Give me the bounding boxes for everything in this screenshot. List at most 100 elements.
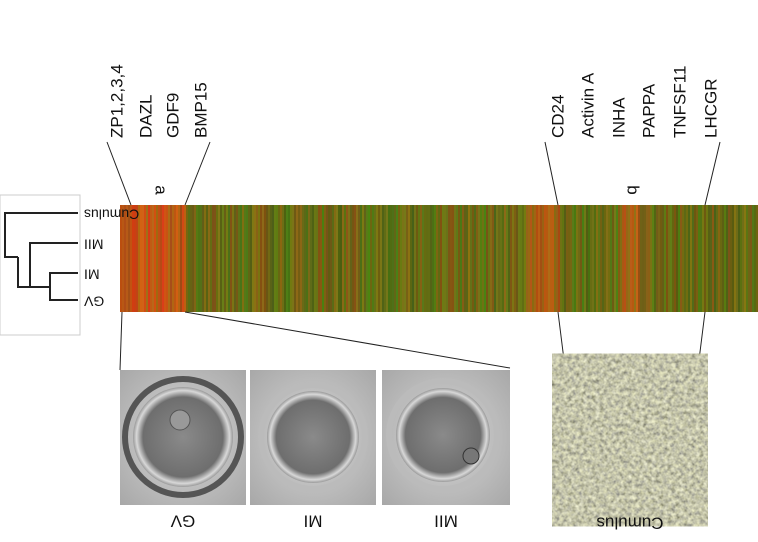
heatmap-stripe [150, 205, 153, 312]
heatmap-stripe [124, 205, 127, 312]
heatmap-stripe [198, 205, 201, 312]
heatmap-stripe [330, 205, 333, 312]
heatmap-stripe [710, 205, 713, 312]
heatmap-stripe [558, 205, 561, 312]
heatmap-stripe [162, 205, 165, 312]
heatmap-stripe [432, 205, 435, 312]
heatmap-stripe [526, 205, 529, 312]
heatmap-stripe [546, 205, 549, 312]
heatmap-stripe [340, 205, 343, 312]
heatmap-stripe [518, 205, 521, 312]
heatmap-stripe [660, 205, 663, 312]
heatmap-stripe [286, 205, 289, 312]
mii-zona [386, 378, 500, 492]
heatmap-stripe [594, 205, 597, 312]
heatmap-stripe [216, 205, 219, 312]
heatmap-stripe [316, 205, 319, 312]
heatmap-stripe [690, 205, 693, 312]
heatmap-stripe [706, 205, 709, 312]
heatmap-stripe [750, 205, 753, 312]
heatmap-stripe [522, 205, 525, 312]
heatmap-stripe [648, 205, 651, 312]
heatmap-stripe [238, 205, 241, 312]
heatmap-stripe [554, 205, 557, 312]
image-label: Cumulus [596, 514, 663, 533]
heatmap-stripe [160, 205, 163, 312]
heatmap-stripe [224, 205, 227, 312]
heatmap-stripe [748, 205, 751, 312]
heatmap-stripe [752, 205, 755, 312]
heatmap-stripe [736, 205, 739, 312]
heatmap-stripe [542, 205, 545, 312]
heatmap-stripe [738, 205, 741, 312]
heatmap-stripe [720, 205, 723, 312]
heatmap-stripe [202, 205, 205, 312]
heatmap-stripe [214, 205, 217, 312]
heatmap-stripe [754, 205, 757, 312]
heatmap-stripe [484, 205, 487, 312]
heatmap-stripe [180, 205, 183, 312]
heatmap-stripe [482, 205, 485, 312]
heatmap-stripe [426, 205, 429, 312]
heatmap-stripe [448, 205, 451, 312]
heatmap-stripe [530, 205, 533, 312]
heatmap-stripe [550, 205, 553, 312]
heatmap-stripe [276, 205, 279, 312]
heatmap-stripe [334, 205, 337, 312]
gene-label: LHCGR [701, 78, 720, 138]
heatmap-stripe [654, 205, 657, 312]
heatmap-stripe [370, 205, 373, 312]
heatmap-stripe [656, 205, 659, 312]
heatmap-stripe [172, 205, 175, 312]
heatmap-stripe [466, 205, 469, 312]
heatmap-stripe [610, 205, 613, 312]
heatmap-stripe [636, 205, 639, 312]
heatmap-stripe [724, 205, 727, 312]
heatmap-stripe [500, 205, 503, 312]
heatmap-stripe [206, 205, 209, 312]
heatmap-stripe [702, 205, 705, 312]
heatmap-stripe [536, 205, 539, 312]
heatmap-stripe [622, 205, 625, 312]
heatmap-stripe [604, 205, 607, 312]
lower-brackets [119, 311, 706, 371]
heatmap-stripe [616, 205, 619, 312]
heatmap-stripe [212, 205, 215, 312]
gene-label: DAZL [136, 95, 155, 138]
heatmap-stripe [496, 205, 499, 312]
heatmap-stripe [196, 205, 199, 312]
heatmap-stripe [192, 205, 195, 312]
heatmap-stripe [652, 205, 655, 312]
heatmap-stripe [444, 205, 447, 312]
heatmap-stripe [428, 205, 431, 312]
heatmap-stripe [728, 205, 731, 312]
heatmap-stripe [292, 205, 295, 312]
heatmap-stripe [400, 205, 403, 312]
heatmap-stripe [220, 205, 223, 312]
heatmap-stripe [626, 205, 629, 312]
heatmap-stripe [154, 205, 157, 312]
heatmap-stripe [190, 205, 193, 312]
heatmap-stripe [256, 205, 259, 312]
heatmap-stripe [494, 205, 497, 312]
cumulus-image [565, 368, 695, 512]
gene-label: Activin A [578, 72, 597, 138]
heatmap-stripe [686, 205, 689, 312]
heatmap-stripe [740, 205, 743, 312]
heatmap-stripe [504, 205, 507, 312]
heatmap-stripe [424, 205, 427, 312]
heatmap-stripe [598, 205, 601, 312]
heatmap-stripe [480, 205, 483, 312]
heatmap-stripe [488, 205, 491, 312]
heatmap-stripe [146, 205, 149, 312]
heatmap-stripe [510, 205, 513, 312]
heatmap-stripe [458, 205, 461, 312]
heatmap-stripe [140, 205, 143, 312]
heatmap-stripe [376, 205, 379, 312]
heatmap-stripe [678, 205, 681, 312]
heatmap-stripe [722, 205, 725, 312]
heatmap-stripe [310, 205, 313, 312]
heatmap-stripe [166, 205, 169, 312]
dendrogram-label: MI [84, 266, 100, 282]
